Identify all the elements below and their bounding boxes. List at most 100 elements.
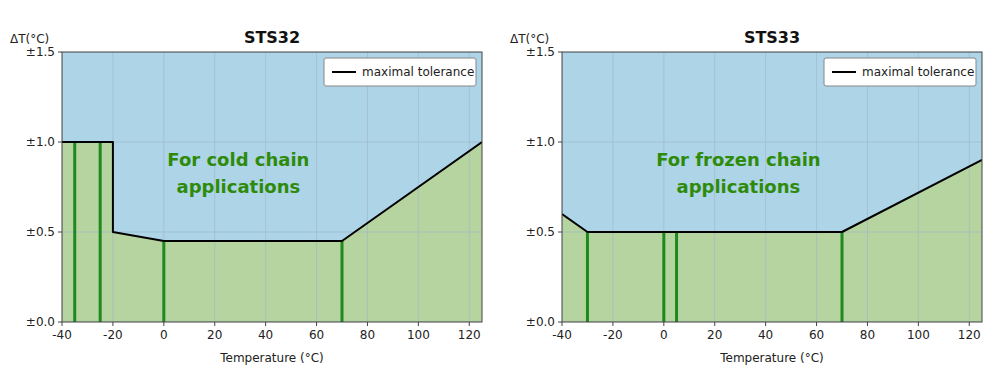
tick-x [765,322,766,326]
grid [62,52,482,322]
tick-label-x: 100 [907,328,930,342]
tick-x [469,322,470,326]
tick-x [367,322,368,326]
annotation-line: applications [677,176,801,197]
tick-label-y: ±0.0 [26,315,55,329]
tick-x [867,322,868,326]
bar [341,241,344,322]
tick-x [214,322,215,326]
bar [73,142,76,322]
tick-label-x: 120 [458,328,481,342]
tick-y [58,52,62,53]
chart-panel: -40 -20 0 20 40 60 80 100 120 ±0.0 ±0.5 ±1.0 ±1.5 STS… [10,28,482,365]
legend-swatch [332,71,356,73]
tick-y [58,232,62,233]
tick-label-x: 120 [958,328,981,342]
legend: maximal tolerance [324,58,476,86]
annotation-line: For cold chain [167,149,309,170]
grid-line-y [562,142,982,143]
tick-label-y: ±1.0 [26,135,55,149]
tick-label-x: -20 [103,328,123,342]
tick-x [265,322,266,326]
bar [586,232,589,322]
tick-y [558,232,562,233]
grid-line-x [867,52,868,322]
grid-line-x [469,52,470,322]
tick-x [316,322,317,326]
y-axis-label: ΔT(°C) [510,32,549,46]
bar [99,142,102,322]
tick-y [558,52,562,53]
tick-x [418,322,419,326]
tick-x [62,322,63,326]
tolerance-area [62,142,482,322]
grid-line-x [163,52,164,322]
annotation: For cold chain applications [167,149,309,197]
tick-label-x: -40 [552,328,572,342]
tick-label-x: 40 [758,328,773,342]
tick-label-x: 20 [707,328,722,342]
plot-frame [62,52,482,322]
bar [162,241,165,322]
tick-label-y: ±1.5 [526,45,555,59]
grid-line-x [367,52,368,322]
grid-line-y [62,142,482,143]
tick-y [558,142,562,143]
grid-line-x [316,52,317,322]
tick-label-x: 0 [660,328,668,342]
x-axis-label: Temperature (°C) [219,351,324,365]
legend-label: maximal tolerance [862,65,974,79]
legend-box [824,58,976,86]
tick-label-x: 20 [207,328,222,342]
tick-label-y: ±1.5 [26,45,55,59]
grid [562,52,982,322]
tick-label-x: 0 [160,328,168,342]
legend: maximal tolerance [824,58,976,86]
tick-label-y: ±0.5 [526,225,555,239]
above-tolerance-region [562,52,982,322]
tick-label-y: ±1.0 [526,135,555,149]
tolerance-line [62,142,482,241]
tick-label-y: ±0.5 [26,225,55,239]
tick-y [58,142,62,143]
grid-line-x [969,52,970,322]
tick-x [714,322,715,326]
annotation-line: applications [177,176,301,197]
x-axis-label: Temperature (°C) [719,351,824,365]
tolerance-area [562,160,982,322]
chart-panel: -40-20020406080100120±0.0±0.5±1.0±1.5STS… [510,28,982,365]
y-axis-label: ΔT(°C) [10,32,49,46]
grid-line-x [816,52,817,322]
tick-label-y: ±0.0 [526,315,555,329]
tick-y [558,322,562,323]
bar [675,232,678,322]
tick-x [918,322,919,326]
bar [662,232,665,322]
legend-swatch [832,71,856,73]
chart-title: STS32 [244,28,300,47]
tick-x [816,322,817,326]
annotation-line: For frozen chain [656,149,821,170]
tick-label-x: -40 [52,328,72,342]
plot-frame [562,52,982,322]
above-tolerance-region [62,52,482,322]
tick-label-x: -20 [603,328,623,342]
figure: -40 -20 0 20 40 60 80 100 120 ±0.0 ±0.5 ±1.0 ±1.5 STS… [0,0,1000,390]
grid-line-x [663,52,664,322]
annotation: For frozen chain applications [656,149,821,197]
tick-x [163,322,164,326]
tick-label-x: 80 [860,328,875,342]
tick-label-x: 80 [360,328,375,342]
tick-label-x: 40 [258,328,273,342]
grid-line-x [612,52,613,322]
tick-x [112,322,113,326]
tick-y [58,322,62,323]
chart-title: STS33 [744,28,800,47]
tick-label-x: 100 [407,328,430,342]
tick-x [969,322,970,326]
tick-label-x: 60 [309,328,324,342]
tolerance-line [562,160,982,232]
plot-area [562,52,982,322]
grid-line-y [62,232,482,233]
legend-box [324,58,476,86]
